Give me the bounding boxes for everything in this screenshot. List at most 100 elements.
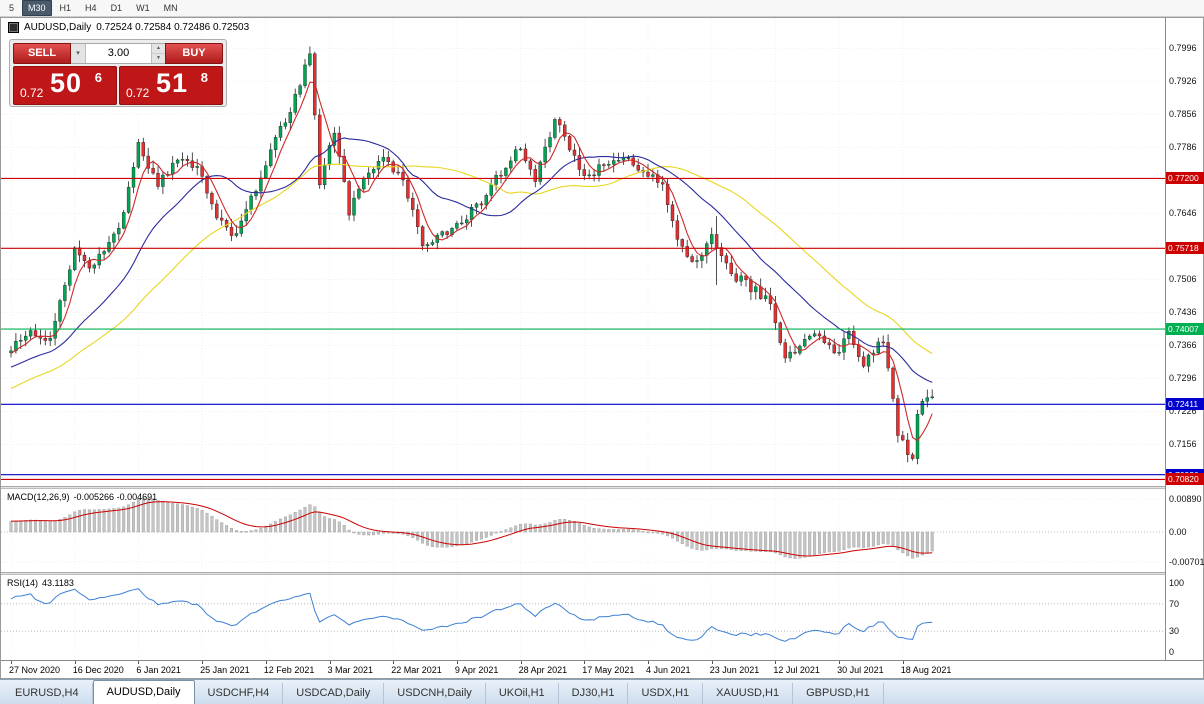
candle-bullish (273, 137, 278, 151)
candle-bearish (563, 124, 567, 137)
candle-bearish (87, 260, 92, 269)
candle-bearish (690, 256, 694, 262)
time-axis-tick (902, 661, 904, 664)
candle-bearish (499, 174, 503, 177)
volume-down-icon[interactable]: ▼ (152, 54, 165, 63)
rsi-axis-label: 70 (1169, 598, 1180, 609)
volume-up-icon[interactable]: ▲ (152, 44, 165, 54)
price-axis-label: 0.7856 (1169, 109, 1197, 120)
chart-tab-xauusd[interactable]: XAUUSD,H1 (703, 683, 794, 704)
rsi-panel-resize-handle[interactable] (1, 572, 1203, 575)
candle-bearish (675, 220, 680, 240)
candle-bearish (817, 333, 822, 337)
chart-tab-eurusd[interactable]: EURUSD,H4 (2, 683, 93, 704)
time-axis-tick (584, 661, 586, 664)
chart-tab-usdcad[interactable]: USDCAD,Daily (283, 683, 385, 704)
candle-bullish (915, 414, 920, 459)
moving-average-40 (10, 163, 933, 389)
candle-bearish (661, 182, 665, 185)
timeframe-button-m30[interactable]: M30 (22, 0, 52, 16)
candle-bullish (322, 164, 327, 186)
candle-bearish (724, 255, 729, 264)
candle-bullish (195, 166, 199, 168)
candle-bullish (357, 188, 361, 199)
chart-tab-usdcnh[interactable]: USDCNH,Daily (384, 683, 486, 704)
candle-bullish (621, 157, 626, 161)
time-axis-tick (839, 661, 841, 664)
candle-bearish (734, 273, 738, 282)
candles (9, 46, 934, 465)
price-axis-label: 0.7366 (1169, 340, 1197, 351)
sell-button[interactable]: SELL (13, 43, 71, 64)
ask-price-main: 51 (156, 68, 189, 98)
candle-bullish (19, 340, 23, 342)
price-axis-label: 0.7436 (1169, 307, 1197, 318)
ask-price-display[interactable]: 0.72 51 8 (119, 66, 223, 105)
candle-bullish (465, 219, 469, 224)
candle-bullish (514, 149, 518, 162)
bid-price-pipette: 6 (94, 70, 102, 85)
time-axis-tick (329, 661, 331, 664)
buy-button[interactable]: BUY (165, 43, 223, 64)
timeframe-button-5[interactable]: 5 (9, 3, 15, 13)
candle-bearish (43, 338, 47, 341)
time-axis-tick (456, 661, 458, 664)
price-axis-label: 0.7996 (1169, 43, 1197, 54)
timeframe-button-h4[interactable]: H4 (85, 3, 97, 13)
macd-panel-resize-handle[interactable] (1, 486, 1203, 489)
candle-bullish (494, 174, 498, 185)
rsi-indicator-plot[interactable] (1, 575, 1165, 660)
time-axis-tick (520, 661, 522, 664)
chart-tab-gbpusd[interactable]: GBPUSD,H1 (793, 683, 884, 704)
chart-tab-usdchf[interactable]: USDCHF,H4 (195, 683, 284, 704)
trade-panel-controls: SELL ▾ 3.00 ▲ ▼ BUY (13, 43, 223, 64)
candle-bullish (161, 174, 165, 187)
candle-bullish (332, 132, 337, 146)
chart-tabs-bar: EURUSD,H4 AUDUSD,Daily USDCHF,H4 USDCAD,Dai… (0, 679, 1204, 704)
candle-bearish (827, 342, 831, 346)
chart-tab-ukoil[interactable]: UKOil,H1 (486, 683, 559, 704)
candle-bearish (347, 181, 351, 216)
candle-bullish (754, 286, 758, 293)
candle-bearish (386, 157, 390, 163)
candle-bullish (425, 244, 430, 247)
time-axis[interactable]: 27 Nov 2020 16 Dec 2020 6 Jan 2021 25 Jan 2… (1, 660, 1203, 678)
timeframe-button-mn[interactable]: MN (163, 3, 178, 13)
candle-bullish (876, 341, 880, 354)
timeframe-button-w1[interactable]: W1 (136, 3, 150, 13)
candle-bearish (822, 335, 827, 343)
candle-bullish (626, 157, 631, 159)
chart-tab-audusd[interactable]: AUDUSD,Daily (92, 680, 195, 704)
chart-tab-dj30[interactable]: DJ30,H1 (559, 683, 629, 704)
timeframe-button-h1[interactable]: H1 (59, 3, 72, 13)
macd-label: MACD(12,26,9) -0.005266 -0.004691 (7, 492, 161, 502)
candle-bullish (518, 148, 523, 151)
candle-bearish (592, 174, 596, 177)
chart-tab-usdx[interactable]: USDX,H1 (628, 683, 704, 704)
candle-bullish (278, 126, 283, 138)
bid-price-main: 50 (50, 68, 83, 98)
candle-bullish (930, 396, 934, 399)
time-axis-label: 6 Jan 2021 (136, 665, 181, 675)
rsi-value: 43.1183 (42, 578, 74, 588)
volume-input[interactable]: 3.00 (107, 47, 130, 59)
volume-control: ▾ 3.00 ▲ ▼ (71, 43, 165, 64)
price-axis[interactable]: 0.79960.79260.78560.77860.77160.76460.75… (1165, 18, 1204, 660)
timeframe-button-d1[interactable]: D1 (110, 3, 123, 13)
candle-bearish (205, 176, 209, 194)
volume-dropdown-icon[interactable]: ▾ (71, 44, 86, 63)
moving-average-5 (10, 81, 933, 442)
macd-indicator-plot[interactable] (1, 489, 1165, 572)
candle-bullish (695, 260, 699, 262)
time-axis-tick (265, 661, 267, 664)
candle-bullish (97, 253, 101, 266)
bid-price-display[interactable]: 0.72 50 6 (13, 66, 117, 105)
candle-bearish (533, 169, 537, 182)
candle-bearish (528, 160, 533, 170)
price-axis-label: 0.7156 (1169, 439, 1197, 450)
candle-bearish (744, 275, 748, 280)
candle-bullish (63, 285, 67, 301)
candle-bearish (558, 119, 562, 126)
candle-bearish (420, 226, 425, 247)
candle-bearish (401, 171, 405, 181)
